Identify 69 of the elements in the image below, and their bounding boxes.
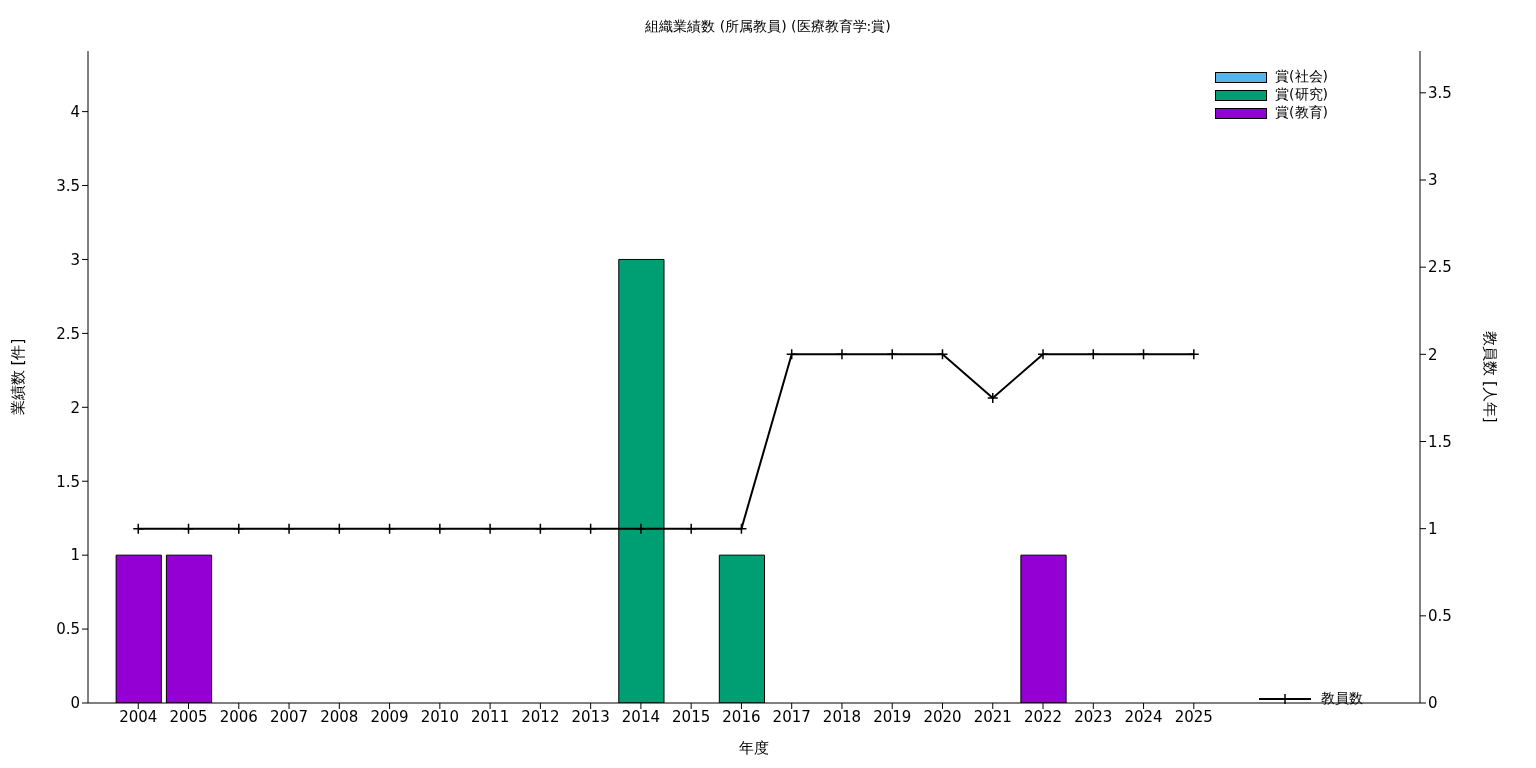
y2-tick-label: 1.5	[1428, 432, 1452, 451]
x-tick-label: 2024	[1124, 707, 1163, 726]
x-tick-label: 2019	[873, 707, 912, 726]
point	[233, 522, 245, 535]
point	[132, 522, 145, 535]
y-tick-label: 2.5	[56, 324, 80, 343]
legend-label: 教員数	[1321, 690, 1363, 708]
y2-tick-label: 0.5	[1428, 607, 1452, 626]
point	[1188, 348, 1200, 361]
y-tick-label: 0	[70, 694, 80, 713]
point	[936, 348, 949, 361]
point	[584, 522, 597, 535]
y-tick-label: 4	[70, 102, 80, 121]
legend-label: 賞(教育)	[1275, 104, 1328, 122]
point	[886, 348, 898, 361]
x-tick-label: 2022	[1023, 707, 1063, 726]
x-tick-label: 2025	[1174, 707, 1213, 726]
y2-tick-label: 0	[1428, 694, 1438, 713]
point	[987, 392, 999, 404]
x-tick-label: 2018	[822, 707, 862, 726]
point	[836, 348, 848, 361]
y-tick-label: 3.5	[56, 176, 80, 195]
point	[383, 522, 396, 535]
x-tick-label: 2008	[320, 707, 359, 726]
y2-axis-title: 教員数 [人年]	[1480, 331, 1499, 423]
x-tick-label: 2013	[571, 707, 610, 726]
legend-label: 賞(社会)	[1275, 68, 1328, 86]
x-tick-label: 2004	[119, 707, 158, 726]
y-tick-label: 0.5	[56, 620, 80, 639]
point	[1087, 348, 1100, 361]
x-tick-label: 2011	[471, 707, 510, 726]
y-tick-label: 2	[70, 398, 80, 417]
y2-tick-label: 3.5	[1428, 84, 1452, 103]
x-tick-label: 2021	[973, 707, 1012, 726]
point	[283, 522, 295, 535]
point	[735, 522, 748, 535]
x-tick-label: 2007	[269, 707, 309, 726]
y-tick-label: 3	[70, 250, 80, 269]
point	[1037, 348, 1049, 361]
point	[434, 522, 446, 535]
point	[333, 522, 346, 535]
y2-tick-label: 3	[1428, 171, 1438, 190]
x-tick-label: 2015	[672, 707, 711, 726]
x-tick-label: 2005	[169, 707, 208, 726]
x-tick-label: 2017	[772, 707, 811, 726]
y-tick-label: 1	[70, 546, 80, 565]
y2-tick-label: 2	[1428, 345, 1438, 364]
x-tick-label: 2014	[621, 707, 660, 726]
x-axis-title: 年度	[739, 739, 769, 757]
y-axis-title: 業績数 [件]	[9, 338, 28, 416]
chart-title: 組織業績数 (所属教員) (医療教育学:賞)	[644, 18, 892, 36]
x-tick-label: 2006	[219, 707, 258, 726]
x-tick-label: 2010	[420, 707, 459, 726]
legend-label: 賞(研究)	[1275, 86, 1328, 104]
x-tick-label: 2023	[1074, 707, 1113, 726]
point	[534, 522, 547, 535]
x-tick-label: 2016	[722, 707, 761, 726]
point	[685, 522, 697, 535]
y2-tick-label: 1	[1428, 519, 1438, 538]
x-tick-label: 2020	[923, 707, 962, 726]
point	[785, 348, 798, 361]
point	[182, 522, 195, 535]
y2-tick-label: 2.5	[1428, 258, 1452, 277]
x-tick-label: 2009	[370, 707, 409, 726]
y-tick-label: 1.5	[56, 472, 80, 491]
x-tick-label: 2012	[521, 707, 560, 726]
point	[1137, 348, 1150, 361]
point	[484, 522, 496, 535]
point	[635, 522, 647, 535]
